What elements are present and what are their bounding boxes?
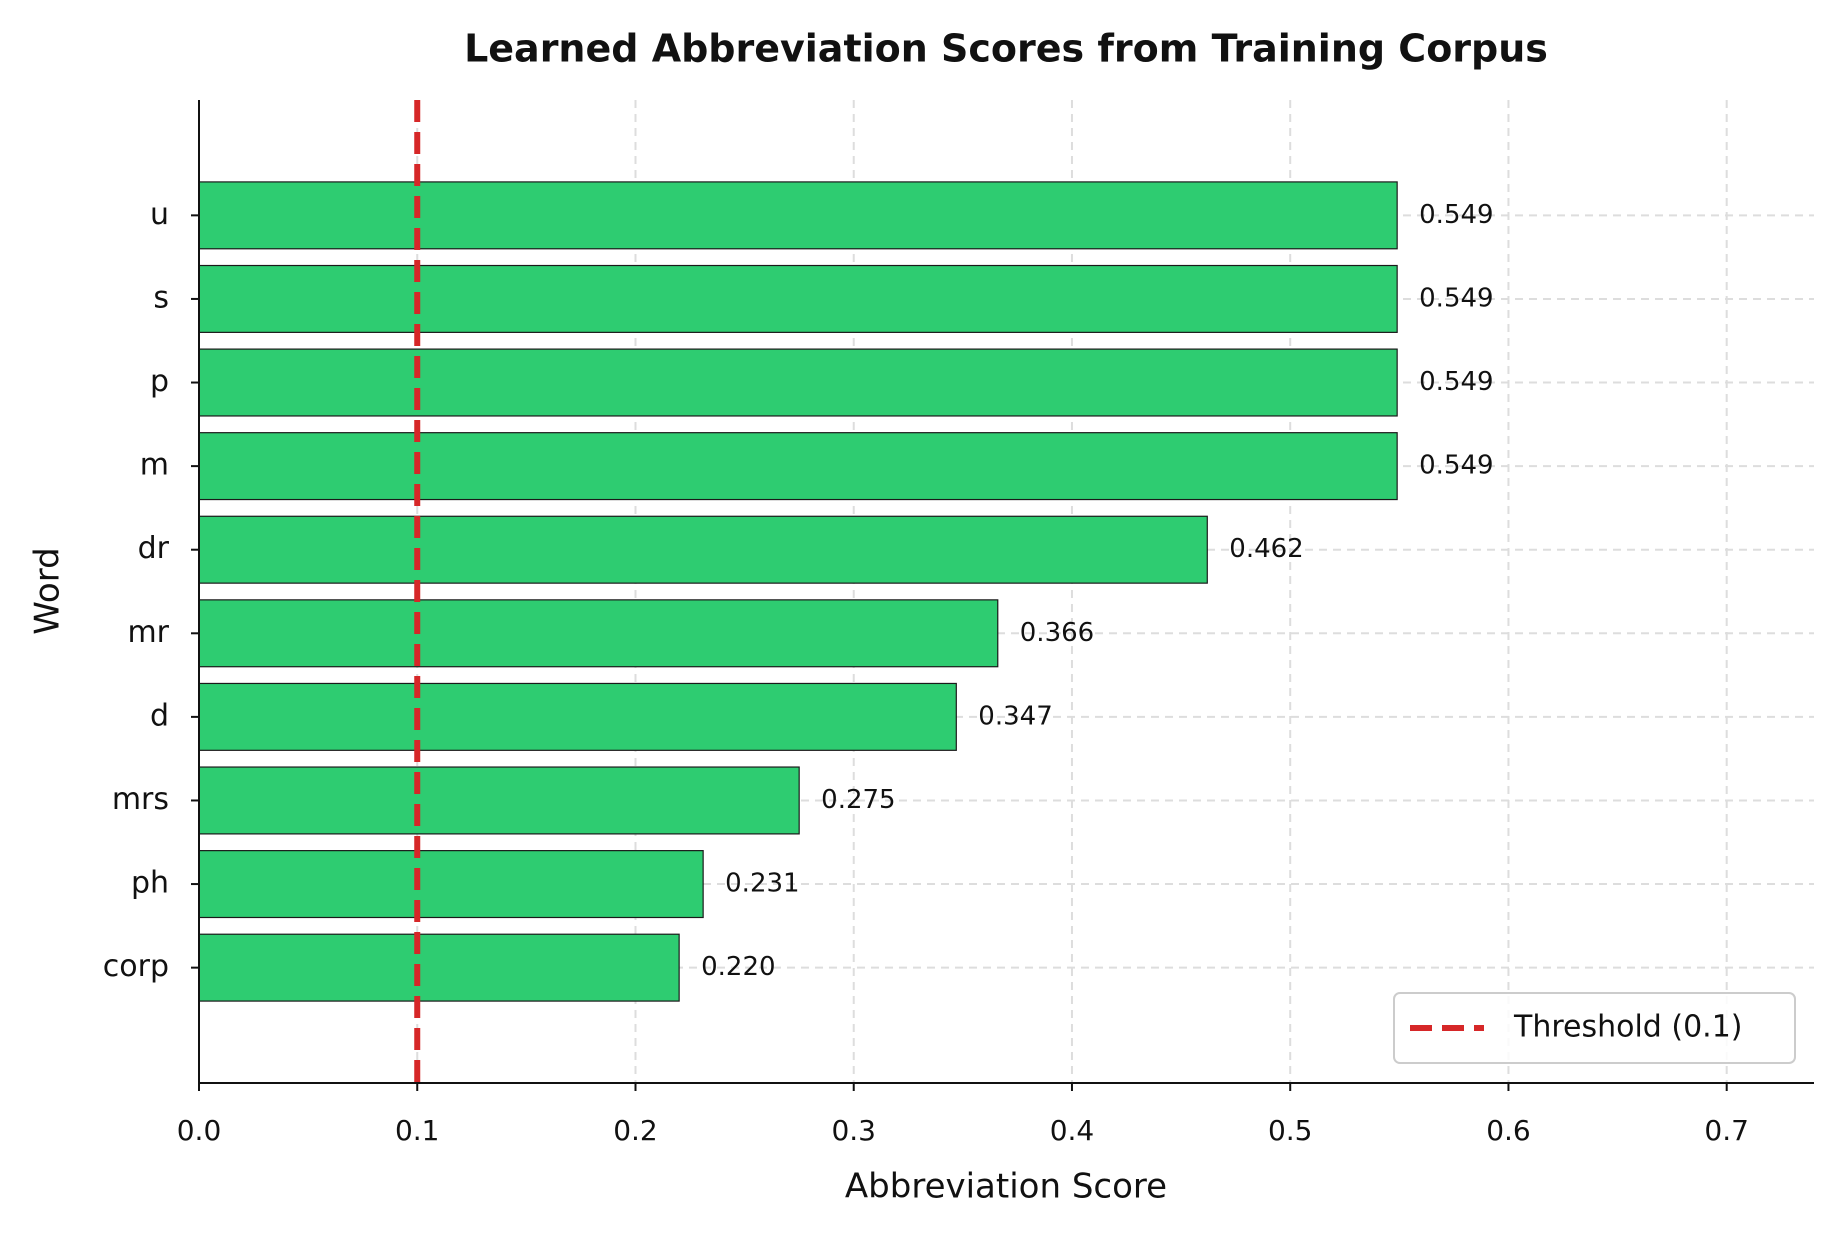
- bar: [198, 933, 680, 1002]
- x-tick-label: 0.0: [177, 1114, 222, 1147]
- value-label: 0.549: [1419, 367, 1493, 397]
- y-tick-label: p: [150, 364, 169, 399]
- value-label: 0.549: [1419, 200, 1493, 230]
- value-label: 0.462: [1229, 534, 1303, 564]
- bar: [198, 515, 1208, 584]
- bar: [198, 766, 800, 835]
- x-tick-label: 0.4: [1050, 1114, 1095, 1147]
- value-label: 0.220: [701, 952, 775, 982]
- y-tick-label: u: [150, 197, 169, 232]
- bar: [198, 264, 1398, 333]
- y-tick-label: ph: [131, 866, 169, 901]
- x-tick-label: 0.3: [831, 1114, 876, 1147]
- bar: [198, 682, 957, 751]
- y-tick-label: m: [140, 448, 169, 483]
- y-tick-label: mr: [127, 615, 169, 650]
- x-axis-label: Abbreviation Score: [845, 1167, 1167, 1207]
- y-tick-label: s: [153, 280, 169, 315]
- y-tick-label: d: [150, 698, 169, 733]
- legend-label: Threshold (0.1): [1513, 1010, 1743, 1045]
- bar: [198, 850, 704, 919]
- x-tick-label: 0.2: [613, 1114, 658, 1147]
- y-tick-label: dr: [138, 531, 170, 566]
- x-tick-label: 0.5: [1268, 1114, 1313, 1147]
- bar: [198, 181, 1398, 250]
- x-tick-label: 0.7: [1704, 1114, 1749, 1147]
- value-label: 0.347: [978, 701, 1052, 731]
- bar: [198, 348, 1398, 417]
- x-tick-label: 0.1: [395, 1114, 440, 1147]
- value-label: 0.231: [725, 869, 799, 899]
- legend-box: [1393, 992, 1796, 1064]
- bar: [198, 432, 1398, 501]
- value-label: 0.275: [821, 785, 895, 815]
- y-tick-label: corp: [103, 949, 169, 984]
- bar: [198, 599, 999, 668]
- value-label: 0.366: [1020, 618, 1094, 648]
- value-label: 0.549: [1419, 451, 1493, 481]
- y-axis-label: Word: [28, 547, 68, 634]
- chart-title: Learned Abbreviation Scores from Trainin…: [464, 27, 1548, 71]
- x-tick-label: 0.6: [1486, 1114, 1531, 1147]
- y-tick-label: mrs: [112, 782, 169, 817]
- value-label: 0.549: [1419, 283, 1493, 313]
